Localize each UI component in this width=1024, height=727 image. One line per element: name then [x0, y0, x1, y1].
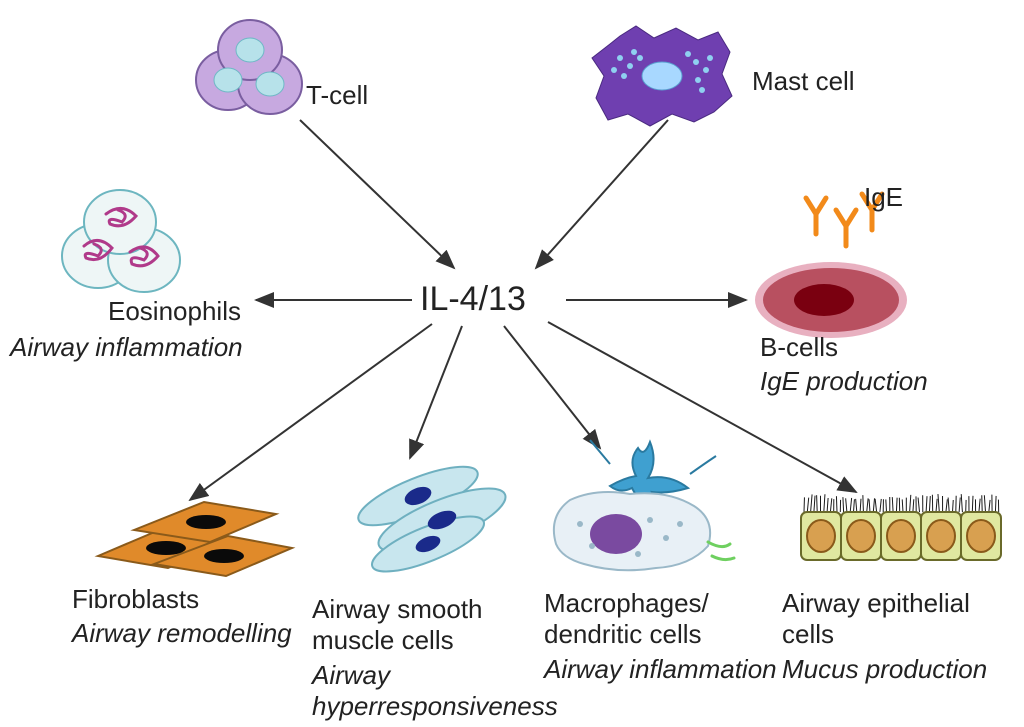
- bcell-sublabel: IgE production: [760, 366, 928, 397]
- asm-label: Airway smooth muscle cells: [312, 594, 483, 656]
- mast-label: Mast cell: [752, 66, 855, 97]
- eos-sublabel: Airway inflammation: [10, 332, 243, 363]
- macdc-label: Macrophages/ dendritic cells: [544, 588, 709, 650]
- epi-sublabel: Mucus production: [782, 654, 987, 685]
- tcell-icon: [192, 18, 308, 122]
- fibro-sublabel: Airway remodelling: [72, 618, 292, 649]
- diagram-stage: { "center": { "label": "IL-4/13", "x": 4…: [0, 0, 1024, 727]
- center-label: IL-4/13: [420, 280, 526, 319]
- eos-label: Eosinophils: [108, 296, 241, 327]
- tcell-label: T-cell: [306, 80, 368, 111]
- macdc-icon: [540, 434, 740, 584]
- mast-icon: [580, 18, 740, 138]
- asm-sublabel: Airway hyperresponsiveness: [312, 660, 558, 722]
- epi-icon: [796, 490, 1006, 570]
- macdc-sublabel: Airway inflammation: [544, 654, 777, 685]
- fibro-icon: [94, 486, 294, 582]
- bcell-label: B-cells: [760, 332, 838, 363]
- epi-label: Airway epithelial cells: [782, 588, 970, 650]
- ige-label: IgE: [864, 182, 903, 213]
- fibro-label: Fibroblasts: [72, 584, 199, 615]
- eos-icon: [54, 186, 186, 298]
- asm-icon: [346, 456, 516, 576]
- bcell-icon: [752, 256, 910, 344]
